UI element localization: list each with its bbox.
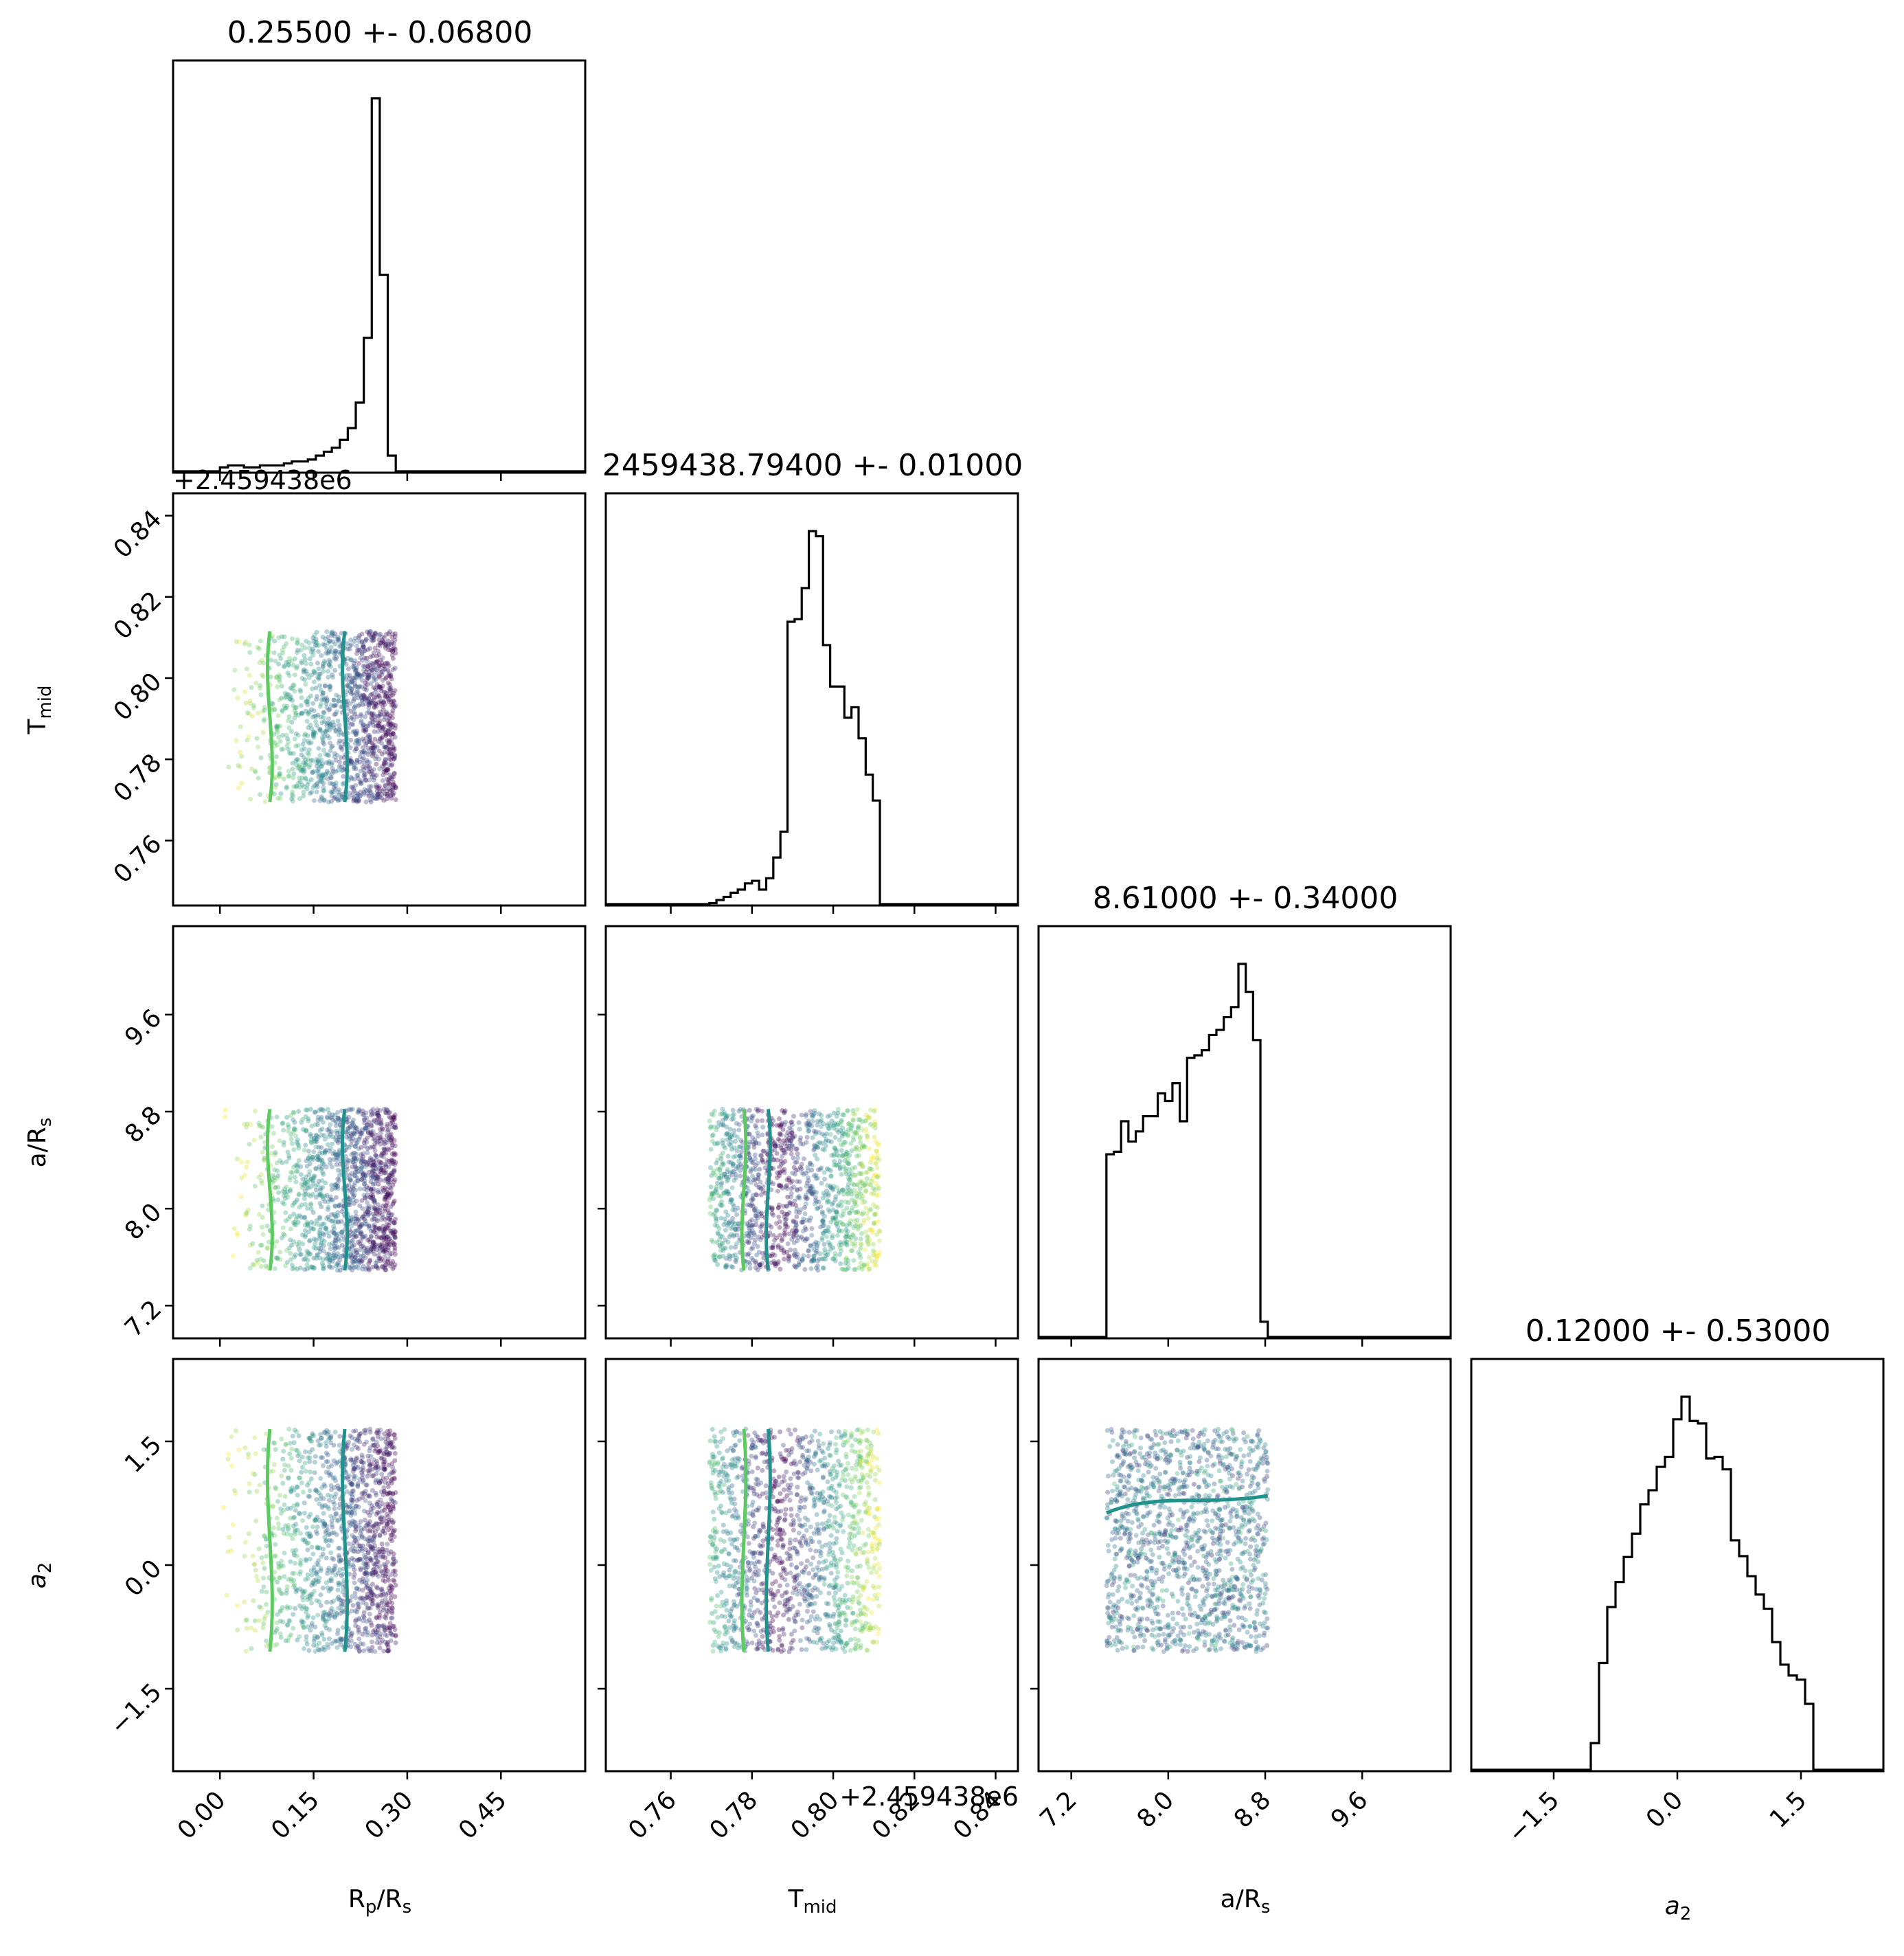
ytick-label-1-3: 0.82 bbox=[109, 586, 168, 645]
title-param-0: 0.25500 +- 0.06800 bbox=[227, 15, 533, 50]
xtick-label-3-1: 0.0 bbox=[1641, 1786, 1688, 1834]
xtick-label-0-1: 0.15 bbox=[266, 1786, 325, 1845]
histogram-1 bbox=[606, 530, 1018, 906]
title-param-1: 2459438.79400 +- 0.01000 bbox=[602, 448, 1023, 483]
xtick-label-2-1: 8.0 bbox=[1132, 1786, 1179, 1834]
xlabel-param-3: a2 bbox=[1665, 1892, 1692, 1924]
ytick-label-1-0: 0.76 bbox=[109, 830, 168, 889]
contours-3-1 bbox=[740, 1428, 772, 1652]
xtick-label-1-1: 0.78 bbox=[705, 1786, 764, 1845]
panel-3-3 bbox=[1470, 1358, 1885, 1773]
scatter-2-0 bbox=[222, 1106, 398, 1273]
scatter-2-1 bbox=[707, 1106, 883, 1273]
panel-2-2 bbox=[1037, 925, 1452, 1340]
scatter-3-1 bbox=[707, 1426, 883, 1654]
ytick-label-2-2: 8.8 bbox=[120, 1101, 167, 1148]
xtick-label-2-2: 8.8 bbox=[1229, 1786, 1276, 1834]
ytick-label-3-0: −1.5 bbox=[105, 1678, 168, 1740]
offset-text-top: +2.459438e6 bbox=[173, 465, 352, 495]
xtick-label-0-3: 0.45 bbox=[453, 1786, 512, 1845]
ytick-label-2-3: 9.6 bbox=[120, 1004, 167, 1051]
ytick-label-1-4: 0.84 bbox=[109, 505, 168, 564]
panel-2-0 bbox=[172, 925, 587, 1340]
xtick-label-1-2: 0.80 bbox=[786, 1786, 845, 1845]
xtick-label-0-2: 0.30 bbox=[360, 1786, 419, 1845]
ylabel-param-2: a/Rs bbox=[23, 1118, 56, 1168]
ylabel-param-1: Tmid bbox=[23, 685, 56, 734]
scatter-1-0 bbox=[226, 629, 398, 805]
contours-2-0 bbox=[265, 1108, 349, 1271]
panel-3-2 bbox=[1037, 1358, 1452, 1773]
ytick-label-1-1: 0.78 bbox=[109, 749, 168, 808]
contours-3-2 bbox=[1105, 1494, 1269, 1515]
histogram-layer bbox=[173, 97, 1883, 1771]
ytick-label-3-2: 1.5 bbox=[120, 1430, 167, 1478]
contours-3-0 bbox=[265, 1428, 349, 1652]
panel-0-0 bbox=[172, 59, 587, 474]
xlabel-param-0: Rp/Rs bbox=[348, 1885, 411, 1918]
title-param-2: 8.61000 +- 0.34000 bbox=[1093, 881, 1398, 916]
ytick-label-3-1: 0.0 bbox=[120, 1554, 167, 1601]
panel-1-1 bbox=[604, 492, 1019, 907]
contour-layer bbox=[265, 631, 1269, 1652]
panel-2-1 bbox=[604, 925, 1019, 1340]
xlabel-param-2: a/Rs bbox=[1221, 1885, 1271, 1918]
ytick-label-2-0: 7.2 bbox=[120, 1295, 167, 1342]
contours-2-1 bbox=[740, 1108, 772, 1271]
xtick-label-3-2: 1.5 bbox=[1765, 1786, 1812, 1834]
ytick-label-2-1: 8.0 bbox=[120, 1198, 167, 1246]
xtick-label-3-0: −1.5 bbox=[1503, 1786, 1565, 1849]
scatter-3-0 bbox=[220, 1426, 398, 1654]
ylabel-param-3: a2 bbox=[23, 1562, 56, 1589]
xtick-label-2-3: 9.6 bbox=[1326, 1786, 1373, 1834]
scatter-layer bbox=[220, 629, 1271, 1654]
histogram-0 bbox=[173, 97, 585, 473]
histogram-2 bbox=[1039, 963, 1451, 1338]
offset-text-bottom: +2.459438e6 bbox=[839, 1781, 1019, 1812]
scatter-3-2 bbox=[1104, 1426, 1271, 1654]
xtick-label-0-0: 0.00 bbox=[172, 1786, 231, 1845]
histogram-3 bbox=[1471, 1395, 1883, 1771]
ytick-label-1-2: 0.80 bbox=[109, 667, 168, 726]
contours-1-0 bbox=[265, 631, 349, 802]
title-param-3: 0.12000 +- 0.53000 bbox=[1526, 1314, 1831, 1349]
xlabel-param-1: Tmid bbox=[787, 1885, 837, 1918]
xtick-label-2-0: 7.2 bbox=[1035, 1786, 1083, 1834]
panel-1-0 bbox=[172, 492, 587, 907]
xtick-label-1-0: 0.76 bbox=[623, 1786, 682, 1845]
